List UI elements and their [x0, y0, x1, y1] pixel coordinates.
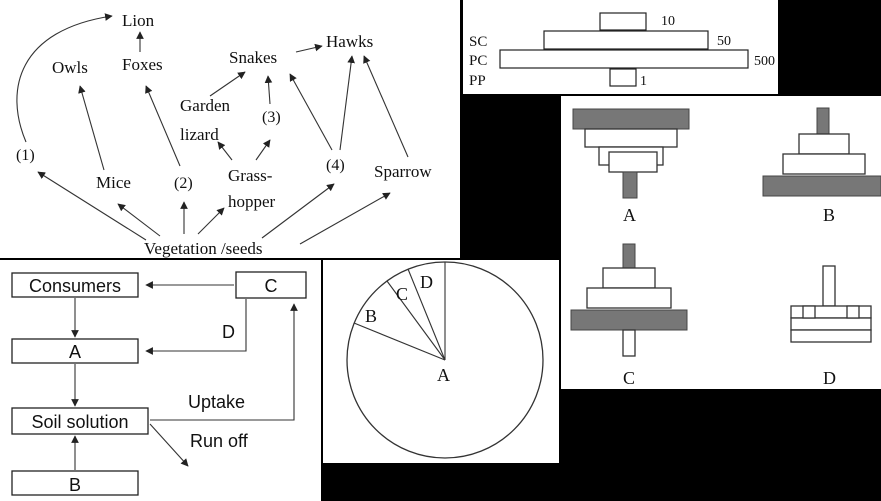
consumers-label: Consumers	[29, 276, 121, 296]
level-10-bar	[599, 12, 647, 31]
node-lion: Lion	[122, 11, 155, 30]
option-c-pyramid	[570, 243, 688, 357]
option-b-label: B	[823, 205, 835, 225]
a-label: A	[69, 342, 81, 362]
node-mice: Mice	[96, 173, 131, 192]
c-label: C	[265, 276, 278, 296]
pie-label-c: C	[396, 284, 408, 304]
pie-divider-lines	[353, 262, 446, 361]
arrow-veg-to-1	[37, 171, 147, 241]
pie-label-a: A	[437, 365, 450, 385]
arrow-4-to-hawks	[339, 55, 355, 151]
arrow-veg-to-mice	[117, 203, 161, 237]
arrow-2-to-foxes	[145, 85, 181, 167]
arrow-d-to-a	[145, 299, 247, 355]
option-c-label: C	[623, 368, 635, 388]
node-foxes: Foxes	[122, 55, 163, 74]
run-off-label: Run off	[190, 431, 249, 451]
node-hawks: Hawks	[326, 32, 373, 51]
food-web-arrows	[16, 13, 409, 245]
node-grasshopper-line2: hopper	[228, 192, 276, 211]
option-b-pyramid	[762, 107, 881, 197]
marker-3: (3)	[262, 109, 281, 126]
pie-diagram: A B C D	[346, 261, 544, 459]
level-pp-label: PP	[469, 73, 486, 89]
arrow-grasshopper-to-lizard	[217, 141, 233, 161]
marker-1: (1)	[16, 147, 35, 164]
level-sc-value: 50	[717, 34, 731, 49]
level-pp-value: 1	[640, 74, 647, 89]
level-10-value: 10	[661, 14, 675, 29]
node-garden-lizard-line1: Garden	[180, 96, 231, 115]
pyramid-options-diagram: A B C D	[570, 107, 881, 388]
food-web-diagram: Lion Owls Foxes Snakes Hawks Garden liza…	[16, 11, 432, 258]
marker-4: (4)	[326, 157, 345, 174]
arrow-veg-to-4	[261, 183, 335, 239]
level-pc-label: PC	[469, 53, 487, 69]
pie-label-b: B	[365, 306, 377, 326]
b-label: B	[69, 475, 81, 495]
uptake-label: Uptake	[188, 392, 245, 412]
node-snakes: Snakes	[229, 48, 277, 67]
option-a-label: A	[623, 205, 636, 225]
b-box	[11, 470, 139, 496]
consumers-box	[11, 272, 139, 298]
arrow-3-to-snakes	[264, 75, 273, 105]
node-vegetation: Vegetation /seeds	[144, 239, 263, 258]
level-sc-bar	[543, 30, 709, 50]
nutrient-cycle-diagram: Consumers C A Soil solution B D Uptake R…	[11, 271, 307, 496]
level-pc-value: 500	[754, 54, 775, 69]
pyramid-numbers-chart: SC PC PP 10 50 500 1	[469, 12, 775, 89]
pie-panel: A B C D	[323, 260, 559, 463]
arrow-veg-to-grasshopper	[197, 207, 225, 235]
c-box	[235, 271, 307, 299]
option-a-pyramid	[572, 108, 690, 199]
arrow-mice-to-owls	[78, 85, 105, 171]
arrow-lizard-to-snakes	[209, 71, 246, 97]
level-pp-bar	[609, 68, 637, 87]
arrow-veg-to-sparrow	[299, 192, 391, 245]
a-box	[11, 338, 139, 364]
soil-solution-box	[11, 407, 149, 435]
level-sc-label: SC	[469, 34, 487, 50]
pie-label-d: D	[420, 272, 433, 292]
arrow-uptake	[150, 303, 298, 421]
node-sparrow: Sparrow	[374, 162, 432, 181]
arrow-sparrow-to-hawks	[363, 55, 409, 158]
pyramid-options-panel: A B C D	[561, 96, 881, 389]
arrow-grasshopper-to-3	[255, 139, 271, 161]
option-d-pyramid	[790, 265, 872, 343]
level-pc-bar	[499, 49, 749, 69]
pyramid-numbers-panel: SC PC PP 10 50 500 1	[463, 0, 778, 94]
soil-solution-label: Soil solution	[31, 412, 128, 432]
nutrient-cycle-panel: Consumers C A Soil solution B D Uptake R…	[0, 260, 321, 501]
option-d-label: D	[823, 368, 836, 388]
d-label: D	[222, 322, 235, 342]
food-web-panel: Lion Owls Foxes Snakes Hawks Garden liza…	[0, 0, 460, 258]
arrow-run-off	[149, 423, 189, 467]
marker-2: (2)	[174, 175, 193, 192]
node-owls: Owls	[52, 58, 88, 77]
arrow-4-to-snakes	[289, 73, 333, 151]
arrow-snakes-to-hawks	[295, 43, 323, 53]
nutrient-arrows	[71, 281, 298, 470]
arrow-1-to-lion	[16, 13, 113, 143]
node-grasshopper-line1: Grass-	[228, 166, 273, 185]
node-garden-lizard-line2: lizard	[180, 125, 219, 144]
